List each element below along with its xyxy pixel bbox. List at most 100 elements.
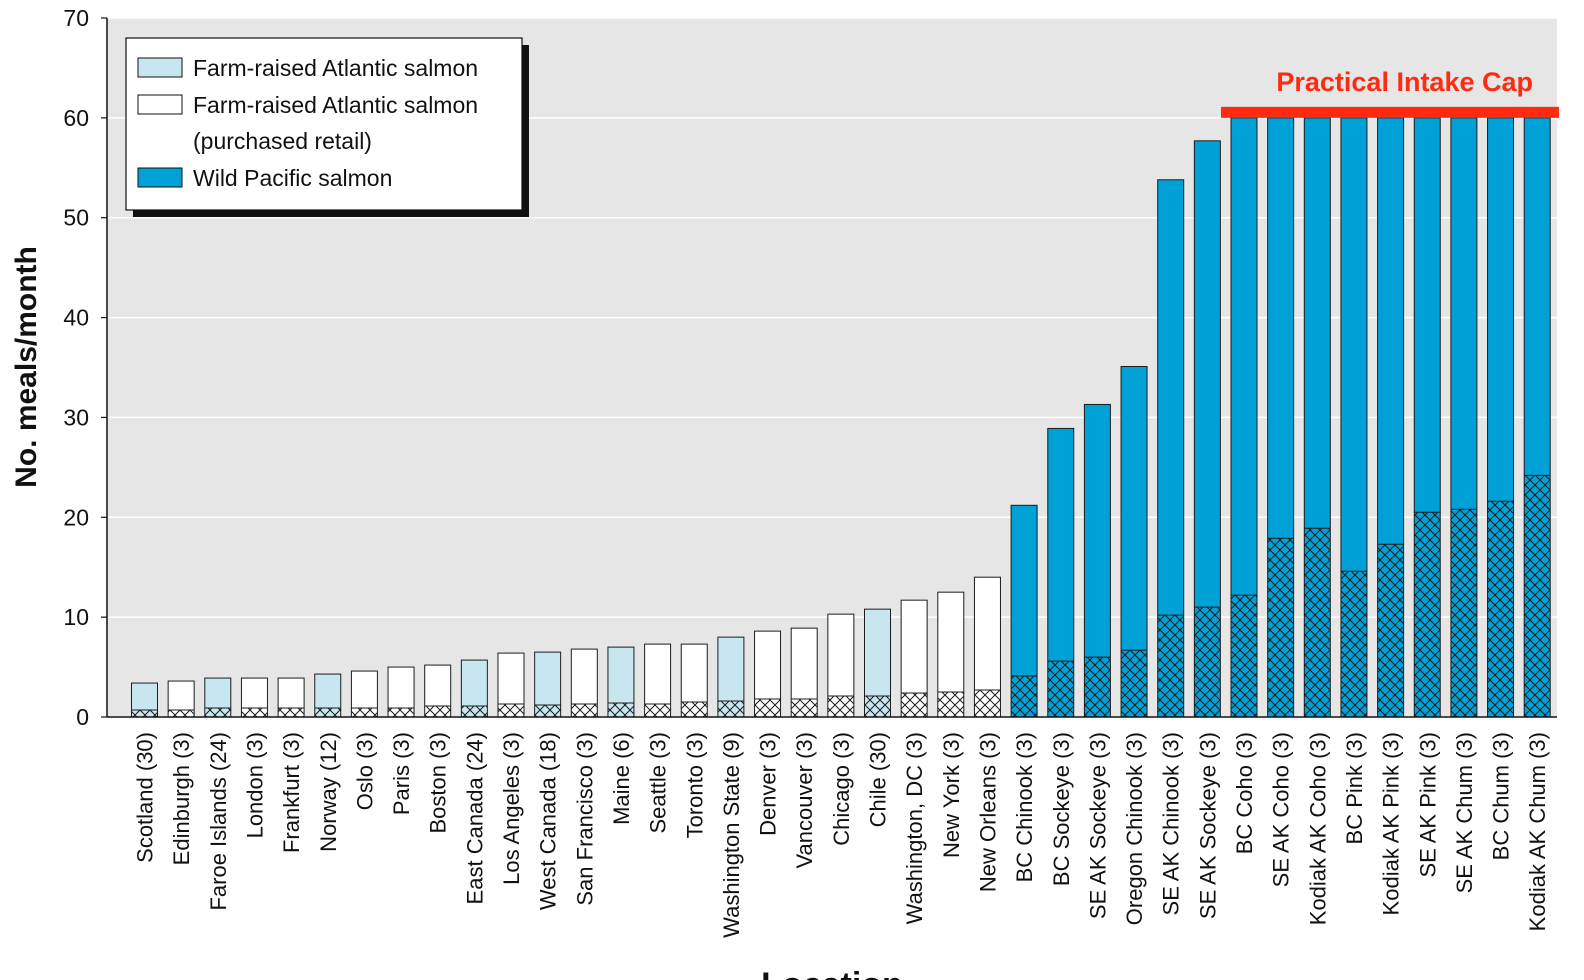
bar-wild [1450, 117, 1478, 718]
x-tick-label: East Canada (24) [462, 732, 487, 904]
x-tick-label: BC Pink (3) [1342, 732, 1367, 844]
x-tick-label: Oregon Chinook (3) [1122, 732, 1147, 925]
bar-hatched-portion [534, 705, 561, 717]
x-tick-label: Seattle (3) [646, 732, 671, 834]
x-tick-label: Edinburgh (3) [169, 732, 194, 865]
bar-wild [1413, 117, 1441, 718]
bar-hatched-portion [1194, 607, 1221, 717]
x-tick-label: Washington, DC (3) [902, 732, 927, 924]
bar-hatched-portion [937, 692, 964, 717]
bar-wild [1010, 504, 1038, 718]
bar-retail [644, 643, 672, 718]
x-tick-label: New York (3) [939, 732, 964, 858]
legend: Farm-raised Atlantic salmon Farm-raised … [125, 37, 529, 217]
legend-swatch-retail [137, 94, 183, 115]
bar-retail [424, 664, 452, 718]
x-axis-ticks: Scotland (30) Edinburgh (3) Faroe Islands … [133, 732, 1551, 938]
x-tick-label: Kodiak AK Coho (3) [1305, 732, 1330, 925]
bar-farm [864, 608, 891, 718]
y-tick-label: 60 [63, 105, 89, 131]
x-tick-label: Chile (30) [866, 732, 891, 827]
x-tick-label: Faroe Islands (24) [206, 732, 231, 911]
y-tick-label: 40 [63, 305, 89, 331]
y-tick-label: 70 [63, 5, 89, 31]
x-tick-label: Scotland (30) [133, 732, 158, 863]
legend-label-retail-sub: (purchased retail) [193, 128, 372, 154]
bar-hatched-portion [424, 706, 451, 717]
y-axis-ticks: 0 10 20 30 40 50 60 70 [63, 5, 107, 730]
bar-retail [240, 677, 268, 718]
legend-label-farm: Farm-raised Atlantic salmon [193, 55, 478, 81]
x-tick-label: London (3) [242, 732, 267, 838]
bar-retail [973, 576, 1001, 718]
bar-hatched-portion [607, 703, 634, 717]
intake-cap-label: Practical Intake Cap [1276, 67, 1533, 97]
bar-farm [717, 636, 745, 718]
bar-wild [1303, 117, 1331, 718]
legend-swatch-farm [137, 57, 183, 78]
bar-hatched-portion [717, 701, 744, 717]
legend-swatch-wild [137, 167, 183, 188]
x-tick-label: Kodiak AK Chum (3) [1525, 732, 1550, 931]
bar-hatched-portion [1524, 475, 1551, 717]
y-tick-label: 50 [63, 205, 89, 231]
legend-box [125, 37, 523, 211]
x-tick-label: SE AK Sockeye (3) [1195, 732, 1220, 919]
y-tick-label: 10 [63, 604, 89, 630]
bar-hatched-portion [351, 708, 378, 717]
bar-hatched-portion [644, 704, 671, 717]
x-tick-label: SE AK Pink (3) [1415, 732, 1440, 878]
bar-farm [131, 682, 158, 718]
bar-hatched-portion [901, 693, 928, 717]
bar-retail [680, 643, 708, 718]
y-tick-label: 30 [63, 404, 89, 430]
bar-hatched-portion [1414, 512, 1441, 717]
bar-hatched-portion [1487, 501, 1514, 717]
bar-retail [790, 627, 818, 718]
bar-retail [387, 666, 415, 718]
bar-hatched-portion [204, 708, 231, 717]
x-tick-label: Washington State (9) [719, 732, 744, 938]
x-tick-label: SE AK Sockeye (3) [1085, 732, 1110, 919]
bar-hatched-portion [791, 699, 818, 717]
bar-wild [1523, 117, 1551, 718]
bar-wild [1047, 427, 1075, 718]
bar-hatched-portion [168, 710, 195, 717]
bar-hatched-portion [1121, 650, 1148, 717]
bar-retail [900, 599, 928, 718]
bar-hatched-portion [1267, 538, 1294, 717]
x-tick-label: Los Angeles (3) [499, 732, 524, 885]
x-tick-label: BC Chum (3) [1489, 732, 1514, 860]
bar-hatched-portion [681, 702, 708, 717]
bar-farm [204, 677, 232, 718]
bar-wild [1120, 366, 1148, 718]
x-tick-label: SE AK Chinook (3) [1159, 732, 1184, 915]
x-tick-label: Vancouver (3) [792, 732, 817, 869]
x-tick-label: Boston (3) [426, 732, 451, 834]
bar-hatched-portion [314, 708, 341, 717]
bar-hatched-portion [864, 696, 891, 717]
bar-hatched-portion [1047, 661, 1074, 717]
x-tick-label: West Canada (18) [536, 732, 561, 910]
x-tick-label: Oslo (3) [352, 732, 377, 810]
bar-retail [350, 670, 378, 718]
x-tick-label: Paris (3) [389, 732, 414, 815]
legend-label-retail: Farm-raised Atlantic salmon [193, 92, 478, 118]
bar-wild [1340, 117, 1368, 718]
bars [131, 117, 1551, 718]
bar-farm [607, 646, 635, 718]
bar-hatched-portion [278, 708, 305, 717]
bar-hatched-portion [1011, 676, 1038, 717]
x-tick-label: Norway (12) [316, 732, 341, 852]
bar-hatched-portion [1304, 528, 1331, 717]
practical-intake-cap: Practical Intake Cap [1221, 67, 1559, 118]
bar-retail [497, 652, 525, 718]
bar-hatched-portion [1231, 595, 1257, 717]
intake-cap-line [1221, 106, 1559, 118]
bar-hatched-portion [827, 696, 854, 717]
bar-wild [1487, 117, 1515, 718]
bar-farm [460, 659, 488, 718]
x-tick-label: Denver (3) [756, 732, 781, 836]
bar-farm [314, 673, 342, 718]
